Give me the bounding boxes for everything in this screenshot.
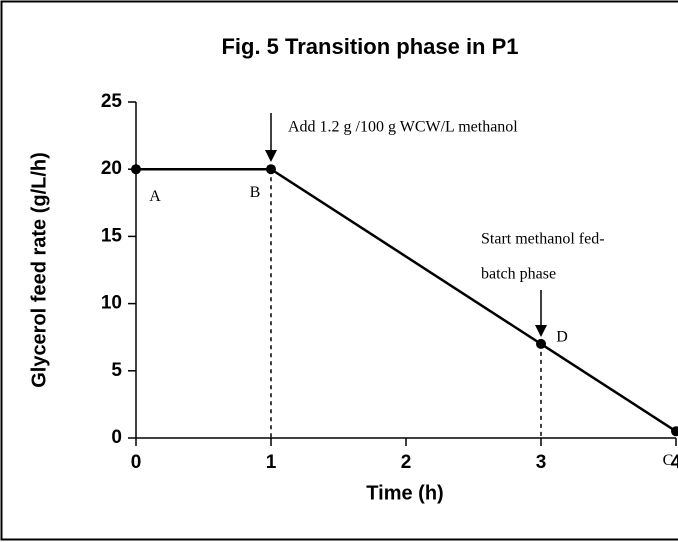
data-line — [136, 167, 677, 433]
y-tick-label: 15 — [101, 225, 123, 246]
y-tick-label: 10 — [101, 293, 122, 314]
point-label: C — [663, 452, 674, 469]
y-tick-label: 5 — [111, 360, 122, 381]
arrow-head — [265, 150, 277, 162]
x-tick-label: 4 — [671, 452, 678, 473]
x-tick-label: 2 — [401, 452, 412, 473]
y-axis-label: Glycerol feed rate (g/L/h) — [28, 152, 50, 388]
y-tick-label: 0 — [111, 427, 122, 448]
annotation: batch phase — [481, 266, 556, 283]
y-tick-label: 20 — [101, 158, 122, 179]
data-point — [131, 164, 141, 175]
chart-title: Fig. 5 Transition phase in P1 — [221, 34, 518, 59]
point-label: B — [250, 184, 261, 201]
point-label: A — [149, 188, 161, 205]
data-point — [266, 164, 276, 175]
x-tick-label: 3 — [536, 452, 547, 473]
x-axis-label: Time (h) — [366, 482, 443, 504]
x-tick-label: 0 — [131, 452, 142, 473]
data-point — [536, 338, 546, 349]
arrow-head — [535, 325, 547, 337]
data-point — [671, 426, 678, 437]
annotation: Add 1.2 g /100 g WCW/L methanol — [288, 119, 518, 136]
annotation: Start methanol fed- — [481, 231, 605, 248]
x-tick-label: 1 — [266, 452, 277, 473]
point-label: D — [556, 329, 568, 346]
y-tick-label: 25 — [101, 91, 123, 112]
